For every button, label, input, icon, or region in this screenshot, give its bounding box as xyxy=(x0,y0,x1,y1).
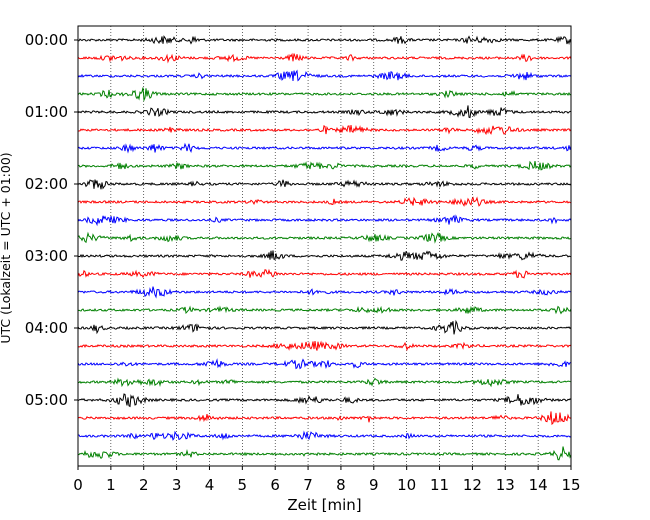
x-tick-label: 6 xyxy=(270,476,280,494)
trace-line xyxy=(77,358,572,370)
x-tick-label: 15 xyxy=(561,476,580,494)
y-tick-label: 02:00 xyxy=(25,175,68,193)
trace-line xyxy=(77,305,572,315)
y-axis: 00:00 01:00 02:00 03:00 04:00 05:00 xyxy=(25,31,78,409)
x-tick-label: 8 xyxy=(336,476,346,494)
x-tick-label: 12 xyxy=(463,476,482,494)
y-tick-label: 05:00 xyxy=(25,391,68,409)
trace-line xyxy=(77,87,572,102)
x-tick-label: 5 xyxy=(238,476,248,494)
trace-line xyxy=(77,35,572,45)
trace-line xyxy=(77,179,572,190)
x-tick-label: 3 xyxy=(172,476,182,494)
trace-line xyxy=(77,52,572,64)
x-tick-label: 11 xyxy=(430,476,449,494)
trace-line xyxy=(77,411,572,426)
trace-line xyxy=(77,446,572,461)
trace-line xyxy=(77,124,572,136)
trace-line xyxy=(77,377,572,388)
x-axis-title: Zeit [min] xyxy=(287,496,361,514)
trace-line xyxy=(77,160,572,171)
plot-frame xyxy=(77,25,572,467)
trace-line xyxy=(77,142,572,154)
x-tick-label: 4 xyxy=(205,476,215,494)
y-tick-label: 04:00 xyxy=(25,319,68,337)
trace-line xyxy=(77,105,572,119)
trace-line xyxy=(77,319,572,335)
x-tick-label: 0 xyxy=(73,476,83,494)
trace-line xyxy=(77,231,572,244)
x-tick-label: 1 xyxy=(106,476,116,494)
trace-line xyxy=(77,340,572,352)
y-axis-title: UTC (Lokalzeit = UTC + 01:00) xyxy=(0,152,13,343)
x-tick-label: 2 xyxy=(139,476,149,494)
trace-line xyxy=(77,286,572,299)
trace-line xyxy=(77,393,572,408)
trace-line xyxy=(77,430,572,441)
y-tick-label: 01:00 xyxy=(25,103,68,121)
trace-series xyxy=(77,35,572,461)
trace-line xyxy=(77,268,572,279)
x-tick-label: 7 xyxy=(303,476,313,494)
y-tick-label: 00:00 xyxy=(25,31,68,49)
trace-line xyxy=(77,69,572,82)
trace-line xyxy=(77,250,572,261)
y-tick-label: 03:00 xyxy=(25,247,68,265)
trace-line xyxy=(77,214,572,227)
x-tick-label: 9 xyxy=(369,476,379,494)
trace-line xyxy=(77,196,572,207)
x-tick-label: 14 xyxy=(529,476,548,494)
grid-lines xyxy=(110,26,539,466)
x-tick-label: 10 xyxy=(397,476,416,494)
x-axis: 0 1 2 3 4 5 6 7 8 9 10 11 12 13 14 15 xyxy=(73,466,581,494)
x-tick-label: 13 xyxy=(496,476,515,494)
